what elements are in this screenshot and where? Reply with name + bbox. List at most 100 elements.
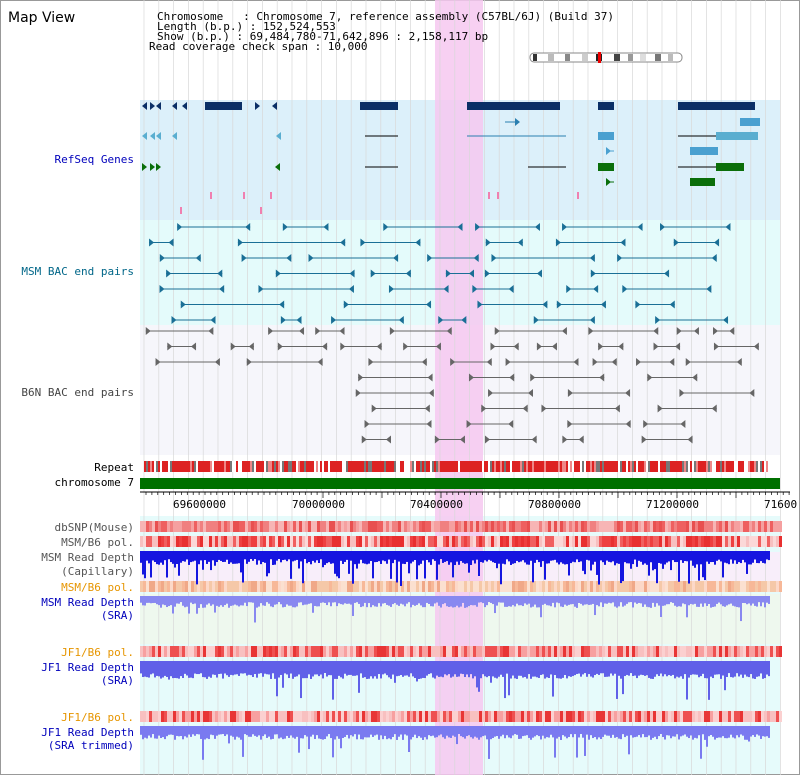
depth-bar [566,551,568,565]
depth-bar [260,726,262,740]
heat-cell [191,536,194,547]
heat-cell [269,646,272,657]
heat-cell [647,536,650,547]
depth-bar [164,596,166,606]
depth-bar [324,661,326,674]
repeat-segment [424,461,426,472]
heat-cell [305,536,308,547]
depth-bar [340,661,342,678]
msm-depth-cap-label[interactable]: MSM Read Depth [41,551,134,564]
heat-cell [407,581,410,592]
repeat-segment [690,461,692,472]
depth-bar [628,661,630,676]
depth-bar [174,661,176,678]
jf1-depth-trim-label[interactable]: JF1 Read Depth [41,726,134,739]
depth-bar [386,551,388,564]
depth-bar [290,551,292,579]
depth-bar [264,551,266,563]
heat-cell [287,581,290,592]
depth-bar [526,551,528,565]
jf1-b6-pol-label[interactable]: JF1/B6 pol. [61,646,134,659]
jf1-b6-pol-2-label[interactable]: JF1/B6 pol. [61,711,134,724]
heat-cell [431,646,434,657]
repeat-segment [612,461,614,472]
heat-cell [305,646,308,657]
depth-bar [312,661,314,677]
heat-cell [683,646,686,657]
depth-bar [750,551,752,565]
depth-bar [746,726,748,740]
depth-bar [738,551,740,563]
depth-bar [404,596,406,607]
b6n-bac-label[interactable]: B6N BAC end pairs [21,386,134,399]
msm-b6-pol-2-label[interactable]: MSM/B6 pol. [61,581,134,594]
heat-cell [731,711,734,722]
msm-b6-pol-label[interactable]: MSM/B6 pol. [61,536,134,549]
depth-bar [240,661,242,674]
depth-bar [246,551,248,564]
heat-cell [161,581,164,592]
bac-end [368,358,374,366]
heat-cell [365,521,368,532]
depth-bar [176,551,178,564]
depth-bar [476,726,478,738]
depth-bar [264,726,266,735]
heat-cell [746,581,749,592]
heat-cell [353,581,356,592]
repeat-segment [694,461,696,472]
refseq-genes-label[interactable]: RefSeq Genes [54,153,134,166]
repeat-segment [546,461,548,472]
heat-cell [158,536,161,547]
chromosome-info: Chromosome : Chromosome 7, reference ass… [157,10,614,23]
heat-cell [572,646,575,657]
repeat-segment [458,461,460,472]
depth-bar [202,596,204,608]
depth-bar [268,596,270,604]
depth-bar [340,596,342,605]
heat-cell [749,711,752,722]
heat-cell [761,581,764,592]
heat-cell [368,581,371,592]
msm-bac-label[interactable]: MSM BAC end pairs [21,265,134,278]
depth-bar [450,726,452,738]
heat-cell [503,521,506,532]
depth-bar [180,726,182,736]
heat-cell [401,581,404,592]
bac-end [542,300,548,309]
jf1-depth-sra-label[interactable]: JF1 Read Depth [41,661,134,674]
bac-end [149,238,155,247]
depth-bar [694,551,696,568]
dbsnp-label[interactable]: dbSNP(Mouse) [54,521,134,534]
depth-bar [674,661,676,679]
repeat-segment [614,461,616,472]
depth-bar [556,661,558,679]
heat-cell [431,536,434,547]
heat-cell [773,646,776,657]
depth-bar [450,596,452,607]
depth-bar [158,726,160,736]
depth-bar [474,596,476,606]
depth-bar [554,551,556,560]
depth-bar [544,596,546,604]
depth-bar [512,551,514,564]
depth-bar [714,596,716,607]
depth-bar [322,551,324,568]
heat-cell [545,521,548,532]
bac-end [561,327,567,335]
repeat-segment [278,461,280,472]
depth-bar [656,596,658,604]
depth-bar [644,726,646,738]
depth-bar [406,726,408,736]
msm-depth-sra-label[interactable]: MSM Read Depth [41,596,134,609]
depth-bar [700,661,702,677]
repeat-segment [744,461,746,472]
depth-bar [528,551,530,565]
depth-bar [584,596,586,605]
depth-bar [322,596,324,603]
depth-bar [470,596,472,606]
heat-cell [617,646,620,657]
depth-bar [654,551,656,570]
depth-bar [532,596,534,607]
repeat-segment [236,461,238,472]
